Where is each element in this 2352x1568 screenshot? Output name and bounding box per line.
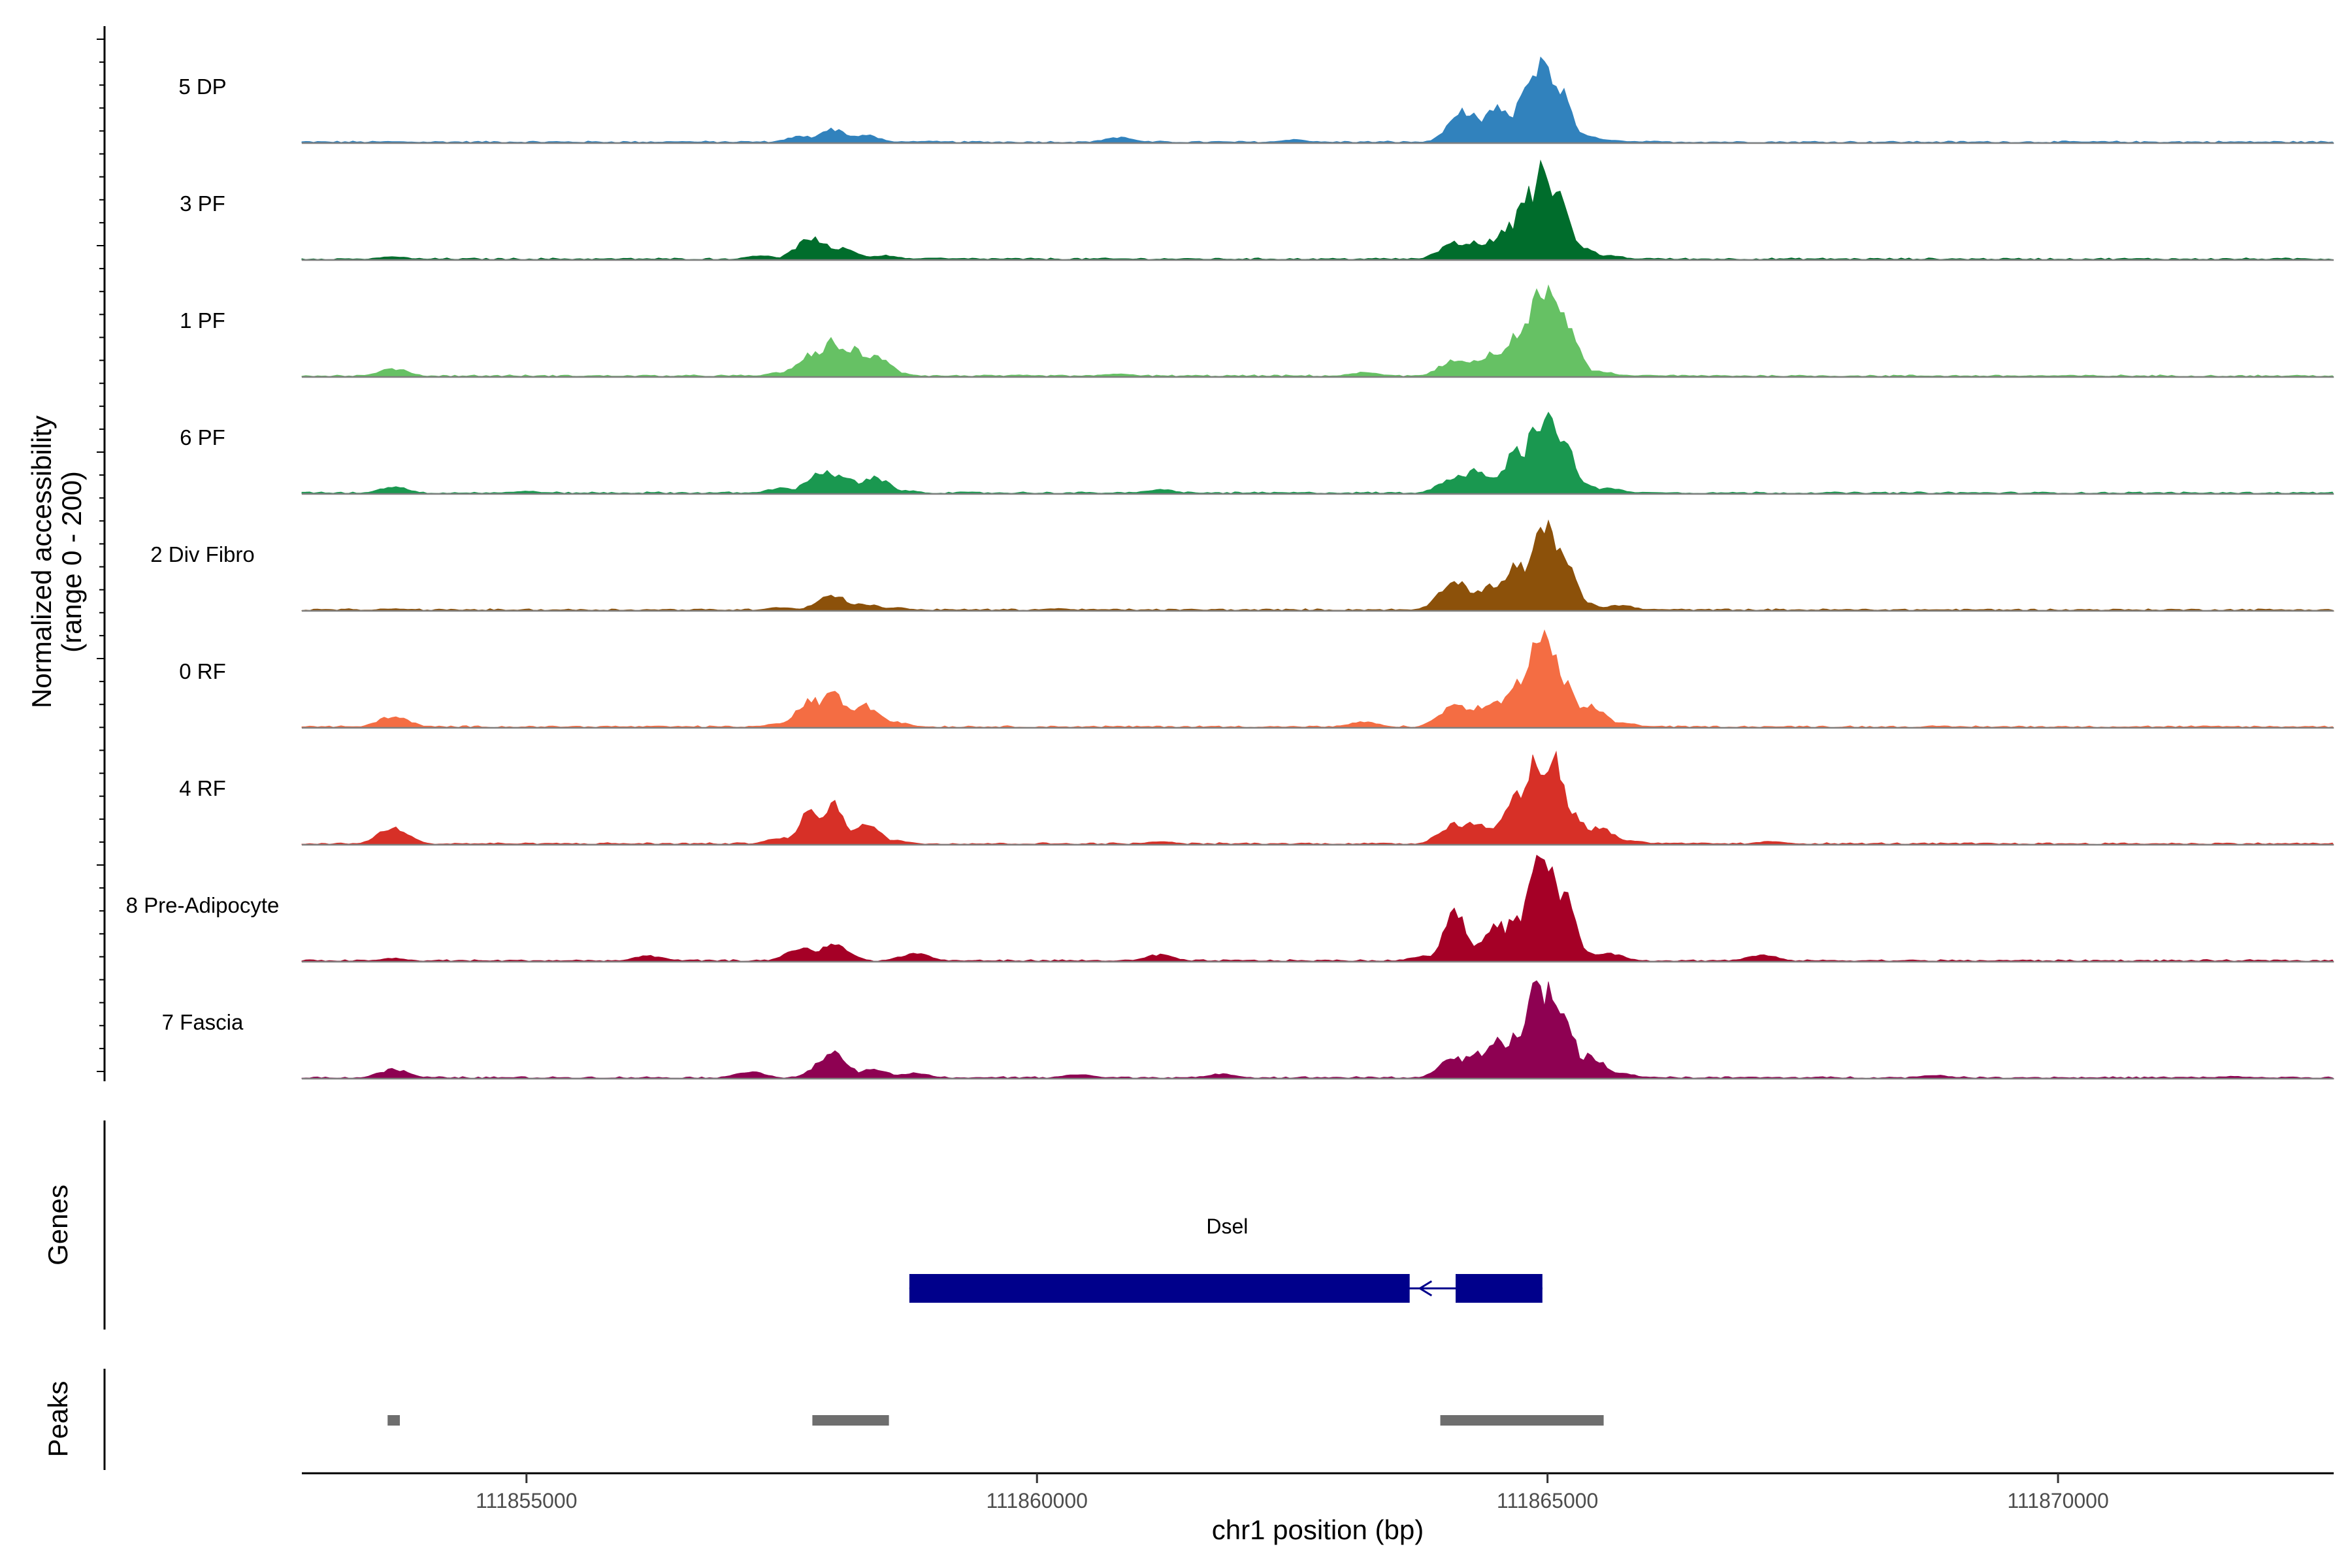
genes-panel-title: Genes <box>42 1184 73 1266</box>
track-label: 6 PF <box>180 425 225 449</box>
gene-label: Dsel <box>1206 1215 1248 1238</box>
track-area <box>301 750 2334 845</box>
track-label: 2 Div Fibro <box>150 542 255 566</box>
track-6-pf: 6 PF <box>180 412 2334 495</box>
coverage-tracks: 5 DP 3 PF 1 PF 6 PF 2 Div Fibro 0 RF 4 RF 8 Pre… <box>126 56 2335 1080</box>
track-area <box>301 519 2335 612</box>
gene-exon <box>909 1274 1410 1303</box>
track-area <box>301 159 2334 261</box>
gene-dsel: Dsel <box>909 1215 1543 1303</box>
track-area <box>301 412 2334 495</box>
track-area <box>301 980 2335 1079</box>
peak-region <box>387 1415 400 1426</box>
x-axis-title: chr1 position (bp) <box>1212 1514 1424 1545</box>
track-label: 4 RF <box>179 776 226 800</box>
track-0-rf: 0 RF <box>179 629 2335 729</box>
track-3-pf: 3 PF <box>180 159 2334 261</box>
x-tick-label: 111865000 <box>1497 1489 1598 1512</box>
track-area <box>301 56 2335 144</box>
track-label: 7 Fascia <box>162 1010 244 1034</box>
track-area <box>301 284 2334 378</box>
coverage-y-ticks <box>97 39 105 1072</box>
peak-region <box>812 1415 889 1426</box>
x-tick-label: 111860000 <box>987 1489 1088 1512</box>
strand-arrow <box>1418 1280 1433 1297</box>
peaks-panel <box>387 1415 1604 1426</box>
track-4-rf: 4 RF <box>179 750 2334 846</box>
x-tick-label: 111855000 <box>476 1489 577 1512</box>
x-tick-label: 111870000 <box>2007 1489 2108 1512</box>
track-label: 5 DP <box>178 74 226 99</box>
track-label: 0 RF <box>179 659 226 683</box>
track-area <box>301 855 2334 962</box>
track-area <box>301 629 2335 728</box>
track-5-dp: 5 DP <box>178 56 2335 144</box>
peak-region <box>1440 1415 1604 1426</box>
track-label: 3 PF <box>180 191 225 216</box>
genes-panel: Dsel <box>909 1215 1543 1303</box>
y-axis-title-line2: (range 0 - 200) <box>56 471 87 653</box>
y-axis-title-line1: Normalized accessibility <box>26 416 57 708</box>
track-8-pre-adipocyte: 8 Pre-Adipocyte <box>126 855 2334 963</box>
peaks-panel-title: Peaks <box>42 1381 73 1458</box>
gene-exon <box>1455 1274 1543 1303</box>
track-1-pf: 1 PF <box>180 284 2334 378</box>
track-2-div-fibro: 2 Div Fibro <box>150 519 2335 612</box>
track-label: 1 PF <box>180 308 225 333</box>
track-7-fascia: 7 Fascia <box>162 980 2335 1080</box>
y-axis-title: Normalized accessibility (range 0 - 200) <box>26 416 87 708</box>
track-label: 8 Pre-Adipocyte <box>126 893 280 917</box>
x-axis-ticks: 111855000 111860000 111865000 111870000 <box>476 1473 2109 1512</box>
